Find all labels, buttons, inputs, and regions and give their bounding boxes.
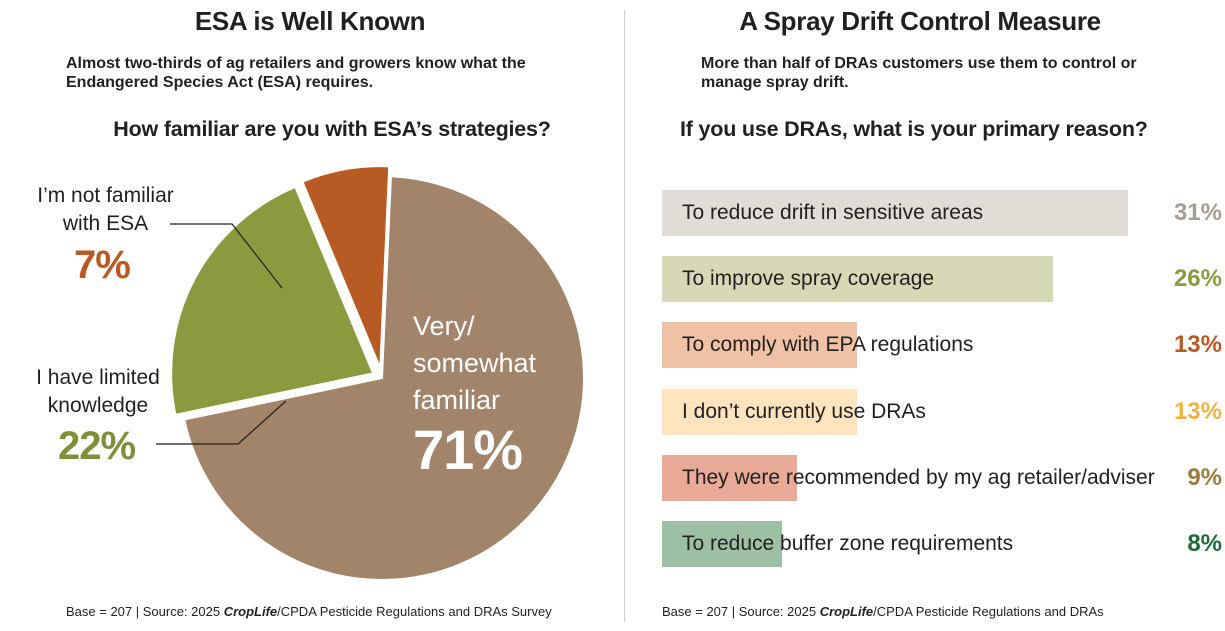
bar-label: I don’t currently use DRAs [682, 399, 926, 423]
leader-line-limited-knowledge [156, 400, 287, 445]
bar [662, 190, 1128, 236]
bar-value-label: 13% [1173, 397, 1222, 425]
dra-subtitle: More than half of DRAs customers use the… [701, 55, 1137, 91]
dra-source-suffix: /CPDA Pesticide Regulations and DRAs [873, 604, 1104, 619]
esa-title: ESA is Well Known [194, 6, 426, 36]
pie-pct-limited-knowledge: 22% [58, 424, 136, 468]
bar-label: To improve spray coverage [682, 267, 935, 291]
bar-label: They were recommended by my ag retailer/… [682, 465, 1155, 489]
esa-source-suffix: /CPDA Pesticide Regulations and DRAs Sur… [277, 604, 552, 619]
bar-label: To reduce buffer zone requirements [682, 532, 1014, 555]
esa-source-prefix: Base = 207 | Source: 2025 [66, 604, 224, 619]
pie-slice-not-familiar [301, 165, 391, 369]
bar-label: To reduce drift in sensitive areas [682, 201, 984, 224]
bar-value-label: 26% [1173, 265, 1222, 293]
panel-divider [624, 10, 625, 622]
dra-source-brand: CropLife [819, 604, 874, 619]
bar-row: To improve spray coverage 26% [662, 256, 1222, 303]
bar-row: To reduce buffer zone requirements 8% [662, 521, 1222, 567]
pie-label-not-familiar-line2: with ESA [62, 212, 149, 235]
bar-row: To reduce drift in sensitive areas 31% [662, 190, 1222, 236]
bar-row: I don’t currently use DRAs 13% [662, 388, 1222, 435]
bar-value-label: 9% [1187, 463, 1222, 491]
bar-row: To comply with EPA regulations 13% [662, 322, 1222, 369]
pie-label-familiar-line1: Very/ [413, 311, 475, 341]
pie-slice-limited-knowledge [170, 185, 375, 417]
esa-panel: ESA is Well Known Almost two-thirds of a… [18, 6, 585, 619]
dra-panel: A Spray Drift Control Measure More than … [630, 0, 1225, 631]
bar-value-label: 13% [1173, 331, 1222, 359]
bar-label: To comply with EPA regulations [682, 333, 974, 357]
pie-label-familiar: Very/ somewhat familiar [413, 308, 536, 419]
bar-row: They were recommended by my ag retailer/… [662, 454, 1222, 501]
dra-source-prefix: Base = 207 | Source: 2025 [662, 604, 820, 619]
leader-line-not-familiar [170, 223, 283, 289]
pie-label-limited-line2: knowledge [47, 394, 149, 417]
esa-question: How familiar are you with ESA’s strategi… [113, 117, 551, 141]
pie-pct-not-familiar: 7% [74, 243, 131, 287]
pie-slice-familiar [183, 175, 585, 581]
esa-pie-chart [156, 165, 585, 581]
dra-title: A Spray Drift Control Measure [739, 6, 1101, 36]
bar-value-label: 31% [1173, 199, 1222, 226]
pie-label-familiar-line3: familiar [413, 385, 501, 415]
dra-question: If you use DRAs, what is your primary re… [680, 117, 1148, 141]
pie-label-limited-knowledge: I have limited knowledge [18, 364, 178, 420]
bar [662, 454, 798, 501]
bar [662, 322, 858, 369]
pie-label-limited-line1: I have limited [36, 366, 160, 389]
pie-label-not-familiar-line1: I’m not familiar [37, 184, 174, 207]
bar [662, 388, 858, 435]
bar [662, 521, 783, 567]
pie-pct-familiar: 71% [413, 418, 523, 481]
pie-label-not-familiar: I’m not familiar with ESA [18, 182, 193, 238]
esa-source-brand: CropLife [223, 604, 278, 619]
dra-source-note: Base = 207 | Source: 2025 CropLife/CPDA … [662, 604, 1104, 619]
pie-label-familiar-line2: somewhat [413, 348, 537, 378]
bar-value-label: 8% [1187, 530, 1222, 557]
esa-source-note: Base = 207 | Source: 2025 CropLife/CPDA … [66, 604, 552, 619]
bar [662, 256, 1053, 303]
esa-subtitle: Almost two-thirds of ag retailers and gr… [66, 55, 526, 91]
